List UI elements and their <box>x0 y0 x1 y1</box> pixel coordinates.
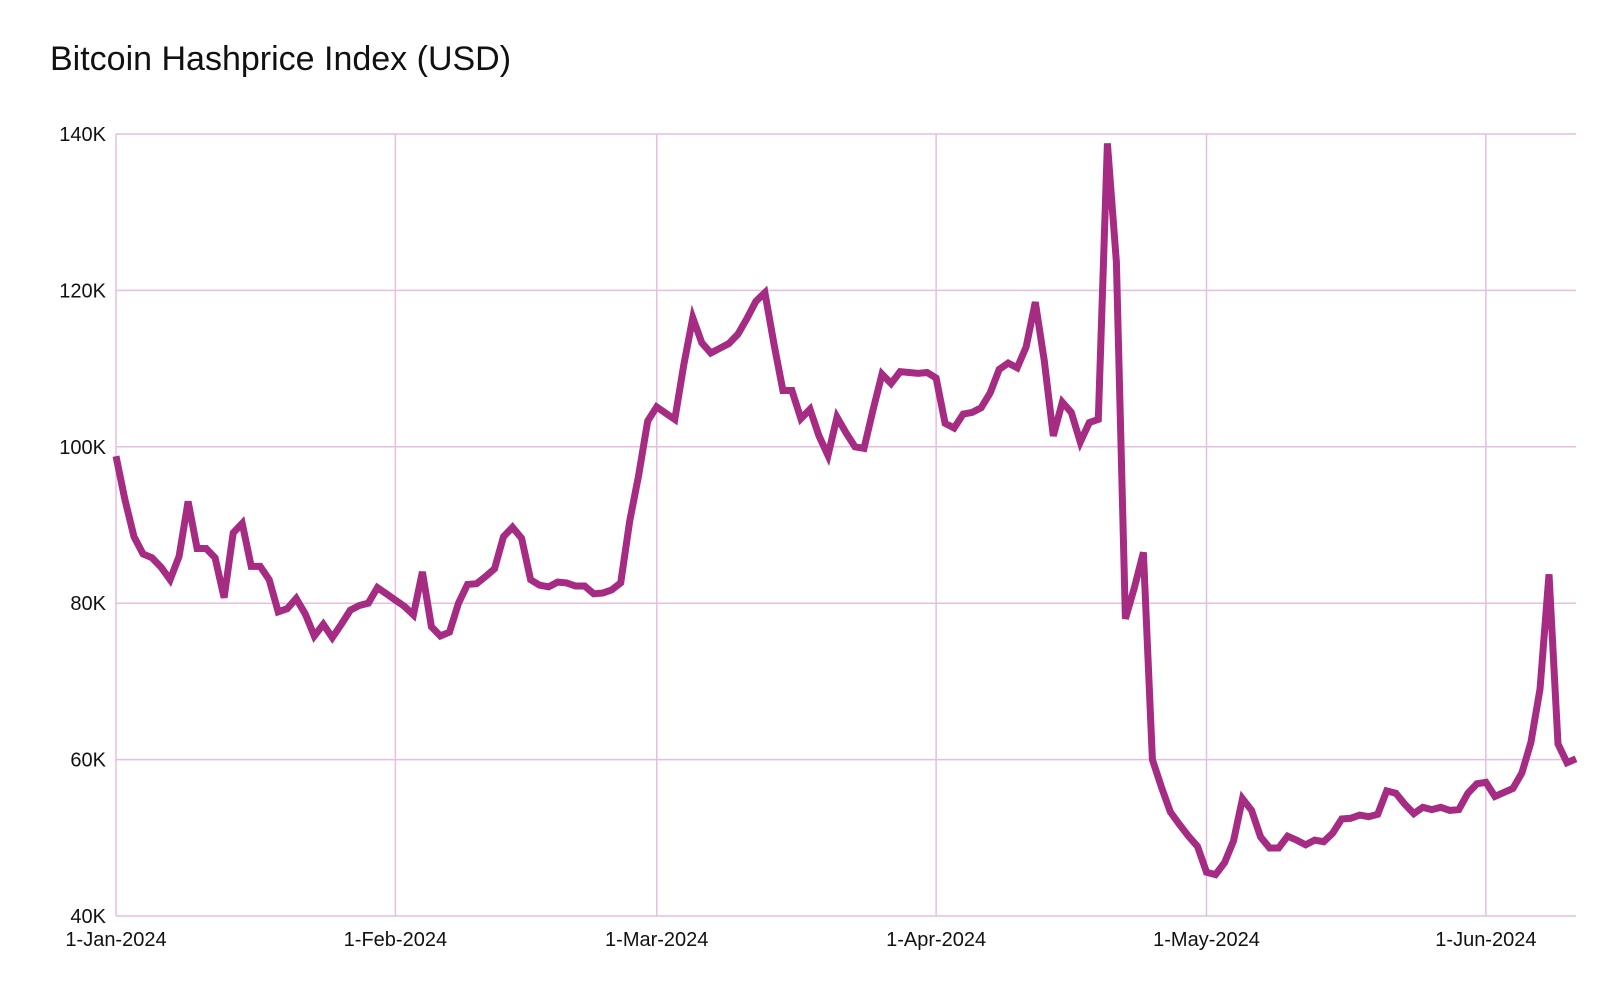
x-tick-label: 1-Mar-2024 <box>605 929 708 951</box>
x-tick-label: 1-Feb-2024 <box>344 929 447 951</box>
series-layer <box>112 143 1578 879</box>
x-tick-label: 1-Jun-2024 <box>1435 929 1536 951</box>
y-tick-label: 60K <box>70 750 106 772</box>
tick-label-layer: 40K 60K 80K 100K 120K 140K 1-Jan-2024 1-Feb-202… <box>59 124 1536 951</box>
x-tick-label: 1-May-2024 <box>1153 929 1260 951</box>
y-tick-label: 80K <box>70 593 106 615</box>
x-tick-label: 1-Jan-2024 <box>65 929 166 951</box>
x-tick-label: 1-Apr-2024 <box>886 929 986 951</box>
y-tick-label: 140K <box>59 124 106 146</box>
y-tick-label: 120K <box>59 280 106 302</box>
grid-layer <box>116 133 1576 916</box>
y-tick-label: 40K <box>70 906 106 928</box>
chart-title: Bitcoin Hashprice Index (USD) <box>50 40 512 78</box>
axis-layer <box>115 134 1576 917</box>
series-line <box>112 143 1578 879</box>
y-tick-label: 100K <box>59 437 106 459</box>
